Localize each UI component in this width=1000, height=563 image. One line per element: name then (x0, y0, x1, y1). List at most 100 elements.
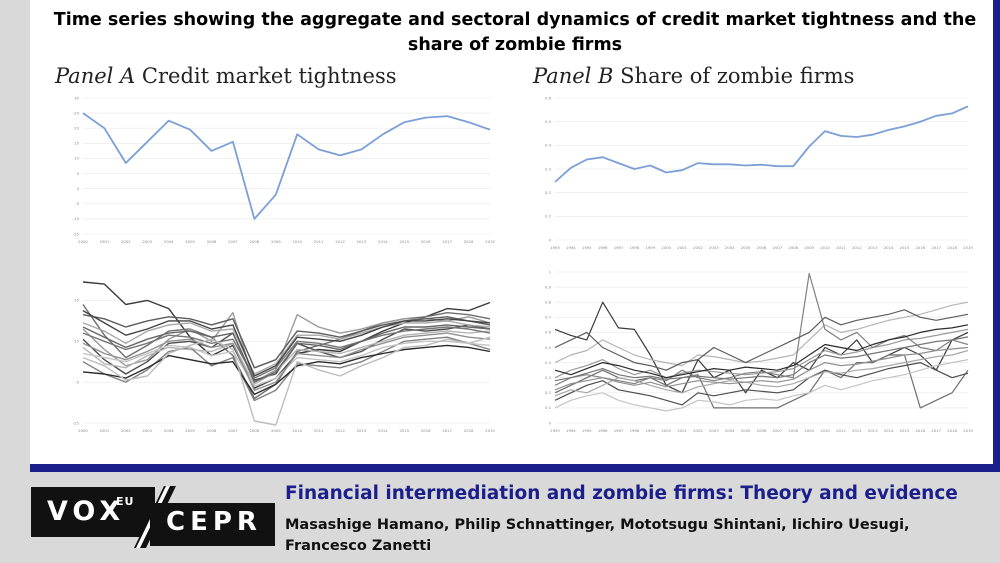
column-authors: Masashige Hamano, Philip Schnattinger, M… (285, 517, 910, 554)
x-tick-label: 2012 (852, 428, 862, 433)
x-tick-label: 2002 (693, 428, 703, 433)
x-tick-label: 1999 (645, 245, 655, 250)
x-tick-label: 2004 (725, 428, 735, 433)
x-tick-label: 2019 (485, 239, 495, 244)
x-tick-label: 1996 (598, 245, 608, 250)
sectoral-tightness-series-line (82, 326, 491, 379)
x-tick-label: 1999 (645, 428, 655, 433)
y-tick-label: 15 (74, 141, 79, 146)
vox-logo-text: VOX (47, 496, 126, 527)
x-tick-label: 2000 (661, 245, 671, 250)
sectoral-tightness-series-line (82, 314, 491, 369)
x-tick-label: 2003 (142, 239, 152, 244)
y-tick-label: 35 (74, 298, 79, 303)
x-tick-label: 2001 (677, 428, 687, 433)
y-tick-label: 0.6 (545, 95, 552, 100)
sectoral-zombie-share-series-line (554, 309, 969, 371)
x-tick-label: 2000 (78, 239, 88, 244)
x-tick-label: 2019 (963, 428, 973, 433)
eu-logo-text: EU (116, 495, 135, 508)
x-tick-label: 2006 (757, 245, 767, 250)
y-tick-label: -5 (75, 201, 79, 206)
x-tick-label: 2013 (357, 428, 367, 433)
y-tick-label: 0.2 (545, 190, 552, 195)
sectoral-zombie-share-series-line (554, 346, 969, 391)
y-tick-label: 0.7 (545, 315, 552, 320)
y-tick-label: 0.9 (545, 284, 552, 289)
y-tick-label: 0.3 (545, 166, 552, 171)
x-tick-label: 2009 (271, 428, 281, 433)
x-tick-label: 2005 (741, 428, 751, 433)
x-tick-label: 2006 (207, 239, 217, 244)
x-tick-label: 2009 (804, 428, 814, 433)
x-tick-label: 1994 (566, 428, 576, 433)
y-tick-label: 0.4 (545, 360, 552, 365)
x-tick-label: 2003 (709, 245, 719, 250)
column-title[interactable]: Financial intermediation and zombie firm… (285, 483, 958, 504)
y-tick-label: 20 (74, 126, 79, 131)
panel-a-title: Panel A Credit market tightness (55, 64, 397, 88)
x-tick-label: 2000 (78, 428, 88, 433)
x-tick-label: 2011 (836, 428, 846, 433)
panel-a-subtitle: Credit market tightness (141, 64, 397, 88)
sectoral-tightness-series-line (82, 332, 491, 392)
x-tick-label: 2011 (314, 239, 324, 244)
sectoral-tightness-series-line (82, 324, 491, 383)
sectoral-zombie-share-series-line (554, 349, 969, 397)
panel-b-subtitle: Share of zombie firms (620, 64, 855, 88)
x-tick-label: 2000 (661, 428, 671, 433)
x-tick-label: 2006 (757, 428, 767, 433)
sectoral-zombie-share-series-line (554, 324, 969, 379)
figure-panel (0, 0, 993, 464)
x-tick-label: 1997 (614, 245, 624, 250)
sectoral-tightness-series-line (82, 320, 491, 375)
panel-b-label: Panel B (533, 64, 614, 88)
x-tick-label: 2015 (900, 428, 910, 433)
y-tick-label: 0.1 (545, 214, 552, 219)
x-tick-label: 2004 (164, 239, 174, 244)
x-tick-label: 2001 (100, 239, 110, 244)
x-tick-label: 2002 (121, 428, 131, 433)
y-tick-label: 0.4 (545, 143, 552, 148)
y-tick-label: 0 (549, 237, 552, 242)
x-tick-label: 2013 (357, 239, 367, 244)
sectoral-zombie-share-series-line (554, 361, 969, 406)
aggregate-tightness-series-line (82, 112, 491, 220)
y-tick-label: 15 (74, 339, 79, 344)
x-tick-label: 2005 (185, 428, 195, 433)
x-tick-label: 2014 (884, 428, 894, 433)
x-tick-label: 1997 (614, 428, 624, 433)
x-tick-label: 1998 (630, 245, 640, 250)
x-tick-label: 2004 (164, 428, 174, 433)
x-tick-label: 2018 (947, 428, 957, 433)
x-tick-label: 2016 (421, 428, 431, 433)
y-tick-label: 0.3 (545, 375, 552, 380)
x-tick-label: 1993 (550, 428, 560, 433)
x-tick-label: 1995 (582, 245, 592, 250)
y-tick-label: 1 (549, 269, 552, 274)
panel-b-aggregate-chart: 0 0.1 0.2 0.3 0.4 0.5 0.6 1993 1994 1995 1996 1997 1… (545, 95, 973, 250)
x-tick-label: 1998 (630, 428, 640, 433)
x-tick-label: 2011 (314, 428, 324, 433)
y-tick-label: 0 (549, 420, 552, 425)
x-tick-label: 2017 (931, 428, 941, 433)
x-tick-label: 2002 (693, 245, 703, 250)
sectoral-tightness-series-line (82, 309, 491, 377)
x-tick-label: 2005 (185, 239, 195, 244)
figure-title: Time series showing the aggregate and se… (53, 10, 977, 55)
x-tick-label: 2018 (947, 245, 957, 250)
x-tick-label: 2015 (900, 245, 910, 250)
x-tick-label: 2014 (884, 245, 894, 250)
left-margin (0, 0, 30, 472)
x-tick-label: 2005 (741, 245, 751, 250)
x-tick-label: 2012 (335, 428, 345, 433)
x-tick-label: 2008 (788, 428, 798, 433)
y-tick-label: 0.6 (545, 330, 552, 335)
x-tick-label: 2004 (725, 245, 735, 250)
panel-b-sectoral-chart: 0 0.1 0.2 0.3 0.4 0.5 0.6 0.7 0.8 0.9 1 1993 1994 199… (545, 269, 973, 433)
y-tick-label: 5 (77, 171, 80, 176)
y-tick-label: 0.2 (545, 390, 552, 395)
x-tick-label: 2017 (442, 239, 452, 244)
sectoral-tightness-series-line (82, 344, 491, 396)
x-tick-label: 2010 (292, 428, 302, 433)
